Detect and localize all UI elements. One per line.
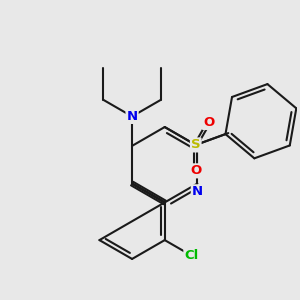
Text: N: N bbox=[127, 110, 138, 123]
Text: S: S bbox=[191, 138, 200, 152]
Text: N: N bbox=[192, 185, 203, 198]
Text: O: O bbox=[203, 116, 214, 129]
Text: O: O bbox=[190, 164, 201, 177]
Text: Cl: Cl bbox=[184, 249, 199, 262]
